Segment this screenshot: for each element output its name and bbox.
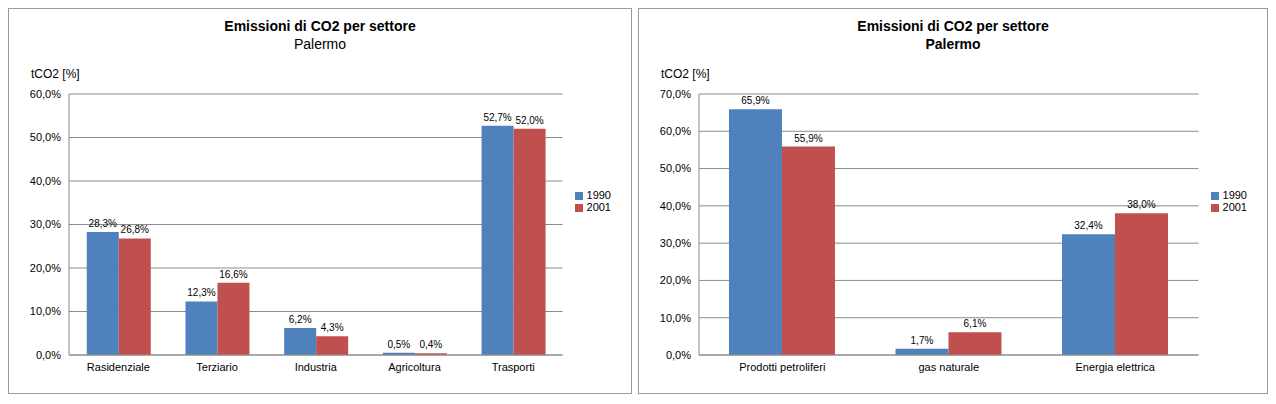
html-text:Emissioni di CO2 per settore: Emissioni di CO2 per settore xyxy=(857,18,1049,34)
html-text:2001: 2001 xyxy=(1222,201,1247,213)
svg-text:Industria: Industria xyxy=(295,361,338,373)
svg-text:20,0%: 20,0% xyxy=(660,274,691,286)
svg-text:65,9%: 65,9% xyxy=(741,95,769,106)
svg-text:1,7%: 1,7% xyxy=(911,335,934,346)
svg-text:28,3%: 28,3% xyxy=(89,218,117,229)
svg-text:52,7%: 52,7% xyxy=(483,112,511,123)
svg-text:10,0%: 10,0% xyxy=(660,312,691,324)
svg-text:20,0%: 20,0% xyxy=(30,262,61,274)
svg-text:0,5%: 0,5% xyxy=(387,339,410,350)
svg-text:6,2%: 6,2% xyxy=(289,314,312,325)
svg-text:0,0%: 0,0% xyxy=(36,349,61,361)
svg-text:40,0%: 40,0% xyxy=(660,200,691,212)
svg-text:4,3%: 4,3% xyxy=(321,322,344,333)
svg-text:30,0%: 30,0% xyxy=(30,218,61,230)
svg-text:60,0%: 60,0% xyxy=(660,125,691,137)
html-text:Palermo: Palermo xyxy=(293,36,347,52)
svg-text:52,0%: 52,0% xyxy=(515,115,543,126)
svg-text:gas naturale: gas naturale xyxy=(918,361,979,373)
svg-text:Terziario: Terziario xyxy=(196,361,238,373)
svg-text:10,0%: 10,0% xyxy=(30,305,61,317)
svg-text:60,0%: 60,0% xyxy=(30,88,61,100)
svg-text:30,0%: 30,0% xyxy=(660,237,691,249)
svg-text:50,0%: 50,0% xyxy=(660,162,691,174)
svg-text:16,6%: 16,6% xyxy=(219,269,247,280)
html-text:Palermo: Palermo xyxy=(925,36,981,52)
svg-text:Prodotti petroliferi: Prodotti petroliferi xyxy=(739,361,825,373)
svg-text:Trasporti: Trasporti xyxy=(492,361,535,373)
html-text:1990: 1990 xyxy=(586,189,611,201)
html-text:2001: 2001 xyxy=(586,201,611,213)
html-text:1990: 1990 xyxy=(1222,189,1247,201)
html-text:tCO2 [%]: tCO2 [%] xyxy=(661,67,710,81)
svg-text:26,8%: 26,8% xyxy=(121,224,149,235)
svg-text:6,1%: 6,1% xyxy=(964,318,987,329)
svg-text:Rasidenziale: Rasidenziale xyxy=(87,361,150,373)
svg-text:50,0%: 50,0% xyxy=(30,131,61,143)
svg-text:70,0%: 70,0% xyxy=(660,88,691,100)
svg-text:Energia elettrica: Energia elettrica xyxy=(1076,361,1156,373)
svg-text:40,0%: 40,0% xyxy=(30,175,61,187)
svg-text:12,3%: 12,3% xyxy=(187,287,215,298)
svg-text:38,0%: 38,0% xyxy=(1127,199,1155,210)
svg-text:55,9%: 55,9% xyxy=(794,133,822,144)
svg-text:0,0%: 0,0% xyxy=(666,349,691,361)
html-text:tCO2 [%]: tCO2 [%] xyxy=(31,67,80,81)
svg-text:32,4%: 32,4% xyxy=(1074,220,1102,231)
html-text:Emissioni di CO2 per settore: Emissioni di CO2 per settore xyxy=(224,18,416,34)
svg-text:Agricoltura: Agricoltura xyxy=(388,361,441,373)
svg-text:0,4%: 0,4% xyxy=(419,339,442,350)
